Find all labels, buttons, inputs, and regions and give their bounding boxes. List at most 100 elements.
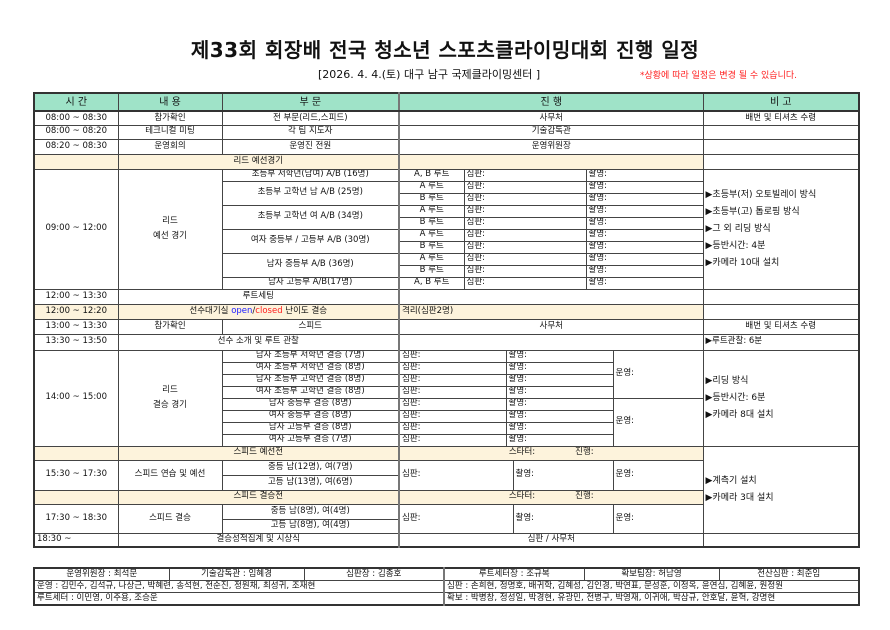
table-row: 남자 중등부 결승 (8명) 심판: 촬영: 운영: xyxy=(34,397,859,447)
section-title: 리드 예선경기 xyxy=(117,153,400,170)
header-note: 비 고 xyxy=(702,92,860,112)
division-cell: 여자 중등부 / 고등부 A/B (30명) xyxy=(221,228,400,254)
time-cell: 15:30 ~ 17:30 xyxy=(33,459,119,491)
table-row: 08:00 ~ 08:30 참가확인 전 부문(리드,스피드) 사무처 배번 및 티셔츠… xyxy=(33,110,860,126)
judge-cell: 심판: xyxy=(463,216,587,230)
camera-cell: 촬영: xyxy=(585,264,704,278)
header-content: 내 용 xyxy=(117,92,223,112)
camera-cell: 촬영: xyxy=(585,276,704,290)
ops-cell: 운영: xyxy=(612,349,704,399)
judge-cell: 심판: xyxy=(398,349,507,363)
division-cell: 여자 고등부 결승 (7명) xyxy=(221,433,400,447)
page-title: 제33회 회장배 전국 청소년 스포츠클라이밍대회 진행 일정 xyxy=(190,38,700,62)
judge-cell: 심판: xyxy=(463,252,587,266)
content-cell: 선수 소개 및 루트 관찰 xyxy=(117,333,400,351)
judge-cell: 심판: xyxy=(398,421,507,435)
official: 확보팀장: 허남영 xyxy=(583,567,720,581)
camera-cell: 촬영: xyxy=(505,373,614,387)
table-row: 12:00 ~ 12:20 선수대기실 open/closed 난이도 결승 격… xyxy=(33,303,860,320)
judge-cell: 심판: xyxy=(463,264,587,278)
staff-table: 운영위원장 : 최석문 기술감독관 : 임혜경 심판장 : 김종호 루트세터장 : … xyxy=(33,567,860,606)
table-row: 초등부 고학년 여 A/B (34명) A 루트 심판: 촬영: xyxy=(34,204,859,230)
table-row: 13:30 ~ 13:50 선수 소개 및 루트 관찰 ▶루트관찰: 6분 xyxy=(33,333,860,351)
content-cell: 결승성적집계 및 시상식 xyxy=(117,532,400,548)
route-cell: A 루트 xyxy=(398,180,465,194)
judge-cell: 심판: xyxy=(463,168,587,182)
content-cell: 루트세팅 xyxy=(117,288,400,305)
table-row: B 루트 심판: 촬영: xyxy=(34,192,859,206)
header-progress: 진 행 xyxy=(398,92,704,112)
setters-staff: 루트세터 : 이민영, 이주용, 조승운 xyxy=(33,592,445,606)
table-row: 여자 중등부 결승 (8명) 심판: 촬영: xyxy=(34,409,859,423)
section-row-lead-prelim: 리드 예선경기 xyxy=(33,153,860,170)
division-cell: 남자 초등부 저학년 결승 (7명) xyxy=(221,349,400,363)
progress-cell: 격리(심판2명) xyxy=(398,303,704,320)
content-cell: 리드 결승 경기 xyxy=(117,349,223,447)
content-cell: 리드 예선 경기 xyxy=(117,168,223,290)
table-row: 남자 초등부 고학년 결승 (8명) 심판: 촬영: xyxy=(34,373,859,387)
route-cell: A, B 루트 xyxy=(398,276,465,290)
content-cell: 참가확인 xyxy=(117,110,223,126)
note-cell: ▶리딩 방식 ▶등반시간: 6분 ▶카메라 8대 설치 xyxy=(702,349,860,447)
camera-cell: 촬영: xyxy=(505,349,614,363)
division-cell: 여자 초등부 고학년 결승 (8명) xyxy=(221,385,400,399)
division-cell: 남자 중등부 A/B (36명) xyxy=(221,252,400,278)
content-cell: 선수대기실 open/closed 난이도 결승 xyxy=(117,303,400,320)
operations-staff: 운영 : 김민수, 김석규, 나상근, 박혜련, 송석현, 전순진, 정원채, … xyxy=(33,580,445,593)
route-cell: A, B 루트 xyxy=(398,168,465,182)
judge-cell: 심판: xyxy=(463,180,587,194)
content-cell: 스피드 연습 및 예선 xyxy=(117,459,223,491)
camera-cell: 촬영: xyxy=(585,192,704,206)
note-cell: ▶계측기 설치 ▶카메라 3대 설치 xyxy=(702,445,860,534)
official: 루트세터장 : 조규복 xyxy=(443,567,585,581)
judges-staff: 심판 : 손희현, 정명호, 배귀학, 김혜성, 김인경, 박연표, 문성훈, … xyxy=(443,580,860,593)
route-cell: A 루트 xyxy=(398,228,465,242)
route-cell: B 루트 xyxy=(398,264,465,278)
judge-cell: 심판: xyxy=(398,385,507,399)
judge-cell: 심판: xyxy=(398,397,507,411)
route-cell: B 루트 xyxy=(398,240,465,254)
change-notice: *상황에 따라 일정은 변경 될 수 있습니다. xyxy=(640,71,798,81)
judge-cell: 심판: xyxy=(398,433,507,447)
time-cell: 18:30 ~ xyxy=(33,532,119,548)
content-cell: 테크니컬 미팅 xyxy=(117,124,223,140)
time-cell: 13:30 ~ 13:50 xyxy=(33,333,119,351)
route-cell: A 루트 xyxy=(398,204,465,218)
staff-row: 루트세터 : 이민영, 이주용, 조승운 확보 : 박병창, 정성일, 박경현, … xyxy=(33,592,860,606)
table-row: 09:00 ~ 12:00 리드 예선 경기 초등부 저학년(남여) A/B (1… xyxy=(33,168,860,290)
camera-cell: 촬영: xyxy=(585,228,704,242)
division-cell: 남자 고등부 결승 (8명) xyxy=(221,421,400,435)
schedule-table: 시 간 내 용 부 문 진 행 비 고 08:00 ~ 08:30 참가확인 전 부… xyxy=(33,92,860,548)
section-row-speed-final: 스피드 결승전 스타터: 진행: xyxy=(33,489,859,505)
progress-cell: 심판 / 사무처 xyxy=(398,532,704,548)
time-cell: 12:00 ~ 13:30 xyxy=(33,288,119,305)
division-cell: 남자 중등부 결승 (8명) xyxy=(221,397,400,411)
progress-cell: 사무처 xyxy=(398,110,704,126)
judge-cell: 심판: xyxy=(463,276,587,290)
route-cell: B 루트 xyxy=(398,192,465,206)
judge-cell: 심판: xyxy=(463,204,587,218)
content-cell: 운영회의 xyxy=(117,138,223,155)
ops-cell: 운영: xyxy=(612,503,704,534)
camera-cell: 촬영: xyxy=(505,421,614,435)
camera-cell: 촬영: xyxy=(512,503,614,534)
judge-cell: 심판: xyxy=(398,503,514,534)
camera-cell: 촬영: xyxy=(585,204,704,218)
camera-cell: 촬영: xyxy=(585,180,704,194)
section-title: 스피드 예선전 xyxy=(117,445,400,461)
time-cell: 12:00 ~ 12:20 xyxy=(33,303,119,320)
header-row: 시 간 내 용 부 문 진 행 비 고 xyxy=(33,92,860,112)
judge-cell: 심판: xyxy=(398,409,507,423)
staff-row: 운영 : 김민수, 김석규, 나상근, 박혜련, 송석현, 전순진, 정원채, … xyxy=(33,580,860,593)
camera-cell: 촬영: xyxy=(512,459,614,491)
division-cell: 남자 고등부 A/B(17명) xyxy=(221,276,400,290)
progress-cell: 기술감독관 xyxy=(398,124,704,140)
table-row: 17:30 ~ 18:30 스피드 결승 중등 남(8명), 여(4명) 심판: 촬영… xyxy=(33,503,859,534)
judge-cell: 심판: xyxy=(398,459,514,491)
judge-cell: 심판: xyxy=(463,228,587,242)
division-cell: 초등부 고학년 여 A/B (34명) xyxy=(221,204,400,230)
division-cell: 스피드 xyxy=(221,318,400,335)
division-cell: 중등 남(12명), 여(7명) xyxy=(221,459,400,476)
time-cell: 17:30 ~ 18:30 xyxy=(33,503,119,534)
table-row: 12:00 ~ 13:30 루트세팅 xyxy=(33,288,860,305)
